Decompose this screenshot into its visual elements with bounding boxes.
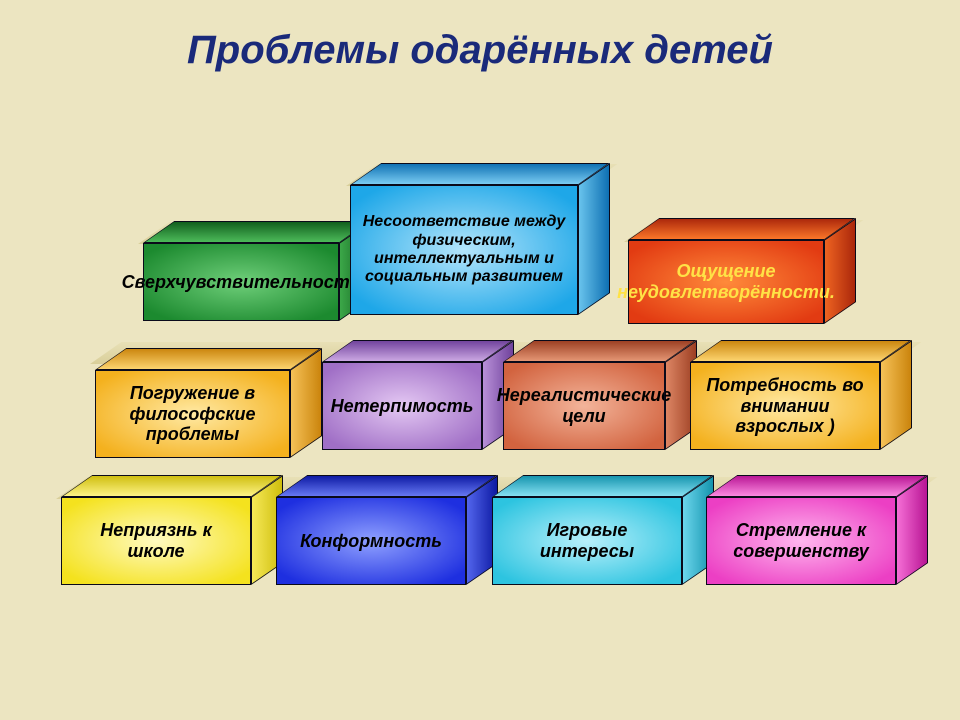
box-attention: Потребность во внимании взрослых ) xyxy=(690,362,880,450)
box-play-label: Игровые интересы xyxy=(492,497,682,585)
box-hypersensitivity-label: Сверхчувствительность xyxy=(143,243,339,321)
box-perfection-text: Стремление к совершенству xyxy=(716,520,886,561)
box-mismatch: Несоответствие между физическим, интелле… xyxy=(350,185,578,315)
box-play-top xyxy=(492,475,713,497)
box-play-text: Игровые интересы xyxy=(502,520,672,561)
box-unrealistic-text: Нереалистические цели xyxy=(497,385,672,426)
box-hypersensitivity: Сверхчувствительность xyxy=(143,243,339,321)
box-mismatch-top xyxy=(350,163,609,185)
box-mismatch-right xyxy=(578,163,610,315)
box-philosophy-top xyxy=(95,348,321,370)
box-conformity-top xyxy=(276,475,497,497)
box-philosophy: Погружение в философские проблемы xyxy=(95,370,290,458)
box-unrealistic: Нереалистические цели xyxy=(503,362,665,450)
diagram-stage: Несоответствие между физическим, интелле… xyxy=(0,0,960,720)
box-dissatisfaction: Ощущение неудовлетворённости. xyxy=(628,240,824,324)
box-intolerance-label: Нетерпимость xyxy=(322,362,482,450)
box-intolerance-text: Нетерпимость xyxy=(331,396,474,417)
box-attention-label: Потребность во внимании взрослых ) xyxy=(690,362,880,450)
box-perfection-top xyxy=(706,475,927,497)
box-dissatisfaction-top xyxy=(628,218,855,240)
box-perfection: Стремление к совершенству xyxy=(706,497,896,585)
box-hypersensitivity-text: Сверхчувствительность xyxy=(122,272,361,293)
box-perfection-label: Стремление к совершенству xyxy=(706,497,896,585)
box-dissatisfaction-label: Ощущение неудовлетворённости. xyxy=(628,240,824,324)
box-mismatch-text: Несоответствие между физическим, интелле… xyxy=(360,213,568,287)
box-play: Игровые интересы xyxy=(492,497,682,585)
box-conformity: Конформность xyxy=(276,497,466,585)
box-school-top xyxy=(61,475,282,497)
box-mismatch-label: Несоответствие между физическим, интелле… xyxy=(350,185,578,315)
box-school-label: Неприязнь к школе xyxy=(61,497,251,585)
box-conformity-text: Конформность xyxy=(300,531,442,552)
box-philosophy-label: Погружение в философские проблемы xyxy=(95,370,290,458)
box-dissatisfaction-text: Ощущение неудовлетворённости. xyxy=(617,261,835,302)
box-conformity-label: Конформность xyxy=(276,497,466,585)
box-unrealistic-label: Нереалистические цели xyxy=(503,362,665,450)
box-school: Неприязнь к школе xyxy=(61,497,251,585)
box-attention-text: Потребность во внимании взрослых ) xyxy=(700,375,870,437)
box-school-text: Неприязнь к школе xyxy=(71,520,241,561)
box-hypersensitivity-top xyxy=(143,221,370,243)
box-intolerance: Нетерпимость xyxy=(322,362,482,450)
box-attention-top xyxy=(690,340,911,362)
box-philosophy-text: Погружение в философские проблемы xyxy=(105,383,280,445)
